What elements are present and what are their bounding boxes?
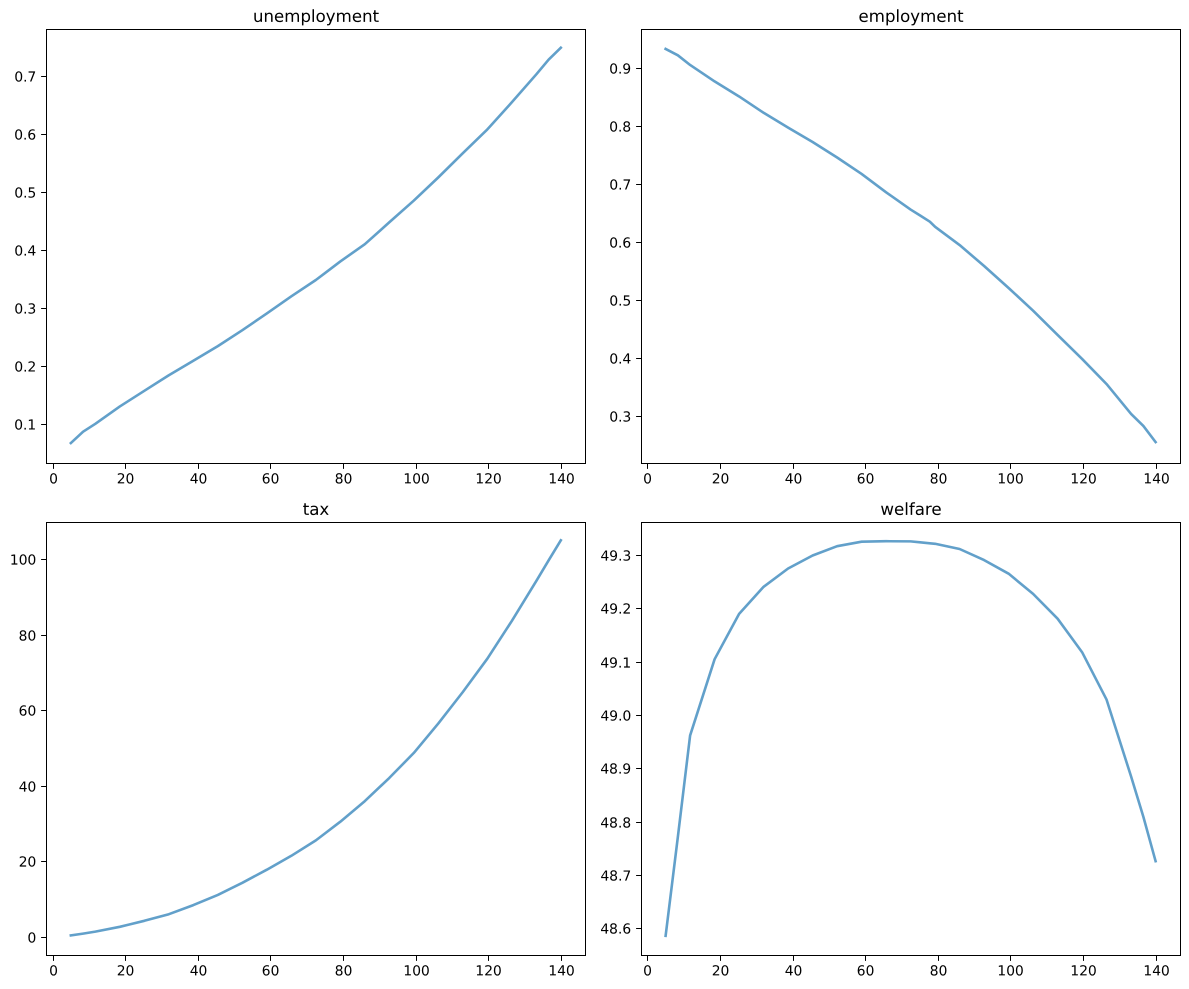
y-tick-label [610,179,631,190]
x-tick-label [1071,965,1096,976]
y-tick-label [610,411,631,422]
y-axis-unemployment [15,71,46,430]
x-axis-unemployment [50,464,574,484]
x-tick-label [644,473,652,484]
panel-welfare [601,502,1181,976]
x-tick-label [335,965,352,976]
y-tick-label [11,554,36,565]
y-tick-label [610,121,631,132]
panel-tax [11,503,586,976]
series-line-employment [663,47,1158,444]
x-tick-label [644,965,652,976]
y-tick-label [15,71,36,82]
x-tick-label [998,965,1023,976]
x-tick-label [1144,965,1169,976]
x-tick-label [712,473,729,484]
x-axis-employment [644,464,1169,484]
y-tick-label [610,237,631,248]
x-tick-label [1071,473,1096,484]
x-tick-label [117,965,134,976]
title-tax [303,503,329,516]
x-tick-label [1144,473,1169,484]
y-tick-label [15,419,35,430]
panel-employment [610,9,1181,484]
title-welfare [881,502,941,516]
x-tick-label [930,473,947,484]
x-axis-tax [50,956,574,976]
y-tick-label [601,817,631,828]
y-tick-label [601,657,630,668]
x-tick-label [712,965,729,976]
axes-spines-employment [641,29,1181,464]
y-tick-label [601,923,631,934]
x-tick-label [404,965,429,976]
y-tick-label [19,856,36,867]
x-tick-label [50,473,58,484]
title-unemployment [254,9,379,26]
y-tick-label [19,705,36,716]
x-tick-label [998,473,1023,484]
title-employment [859,9,964,26]
axes-spines-unemployment [46,29,586,464]
x-tick-label [190,965,207,976]
y-tick-label [610,63,631,74]
y-axis-tax [11,554,46,943]
panel-unemployment [15,9,586,484]
series-line-tax [69,538,563,937]
x-tick-label [785,965,802,976]
y-tick-label [19,630,36,641]
y-tick-label [19,781,36,792]
y-axis-welfare [601,550,641,934]
x-tick-label [857,965,874,976]
y-axis-employment [610,63,641,422]
x-tick-label [476,965,501,976]
series-line-welfare [664,539,1158,938]
y-tick-label [601,710,631,721]
x-tick-label [190,473,207,484]
y-tick-label [15,129,36,140]
x-tick-label [857,473,874,484]
y-tick-label [28,932,36,943]
y-tick-label [610,353,631,364]
y-tick-label [15,361,35,372]
y-tick-label [15,187,36,198]
x-axis-welfare [644,956,1169,976]
x-tick-label [476,473,501,484]
y-tick-label [601,763,631,774]
x-tick-label [785,473,802,484]
x-tick-label [262,473,279,484]
y-tick-label [601,870,631,881]
y-tick-label [15,303,36,314]
axes-spines-tax [46,522,586,956]
x-tick-label [404,473,429,484]
x-tick-label [549,965,574,976]
y-tick-label [601,550,631,561]
y-tick-label [601,603,630,614]
x-tick-label [549,473,574,484]
series-line-unemployment [69,45,563,445]
y-tick-label [610,295,631,306]
y-tick-label [15,245,36,256]
axes-spines-welfare [641,522,1181,956]
x-tick-label [930,965,947,976]
x-tick-label [117,473,134,484]
x-tick-label [335,473,352,484]
x-tick-label [50,965,58,976]
x-tick-label [262,965,279,976]
